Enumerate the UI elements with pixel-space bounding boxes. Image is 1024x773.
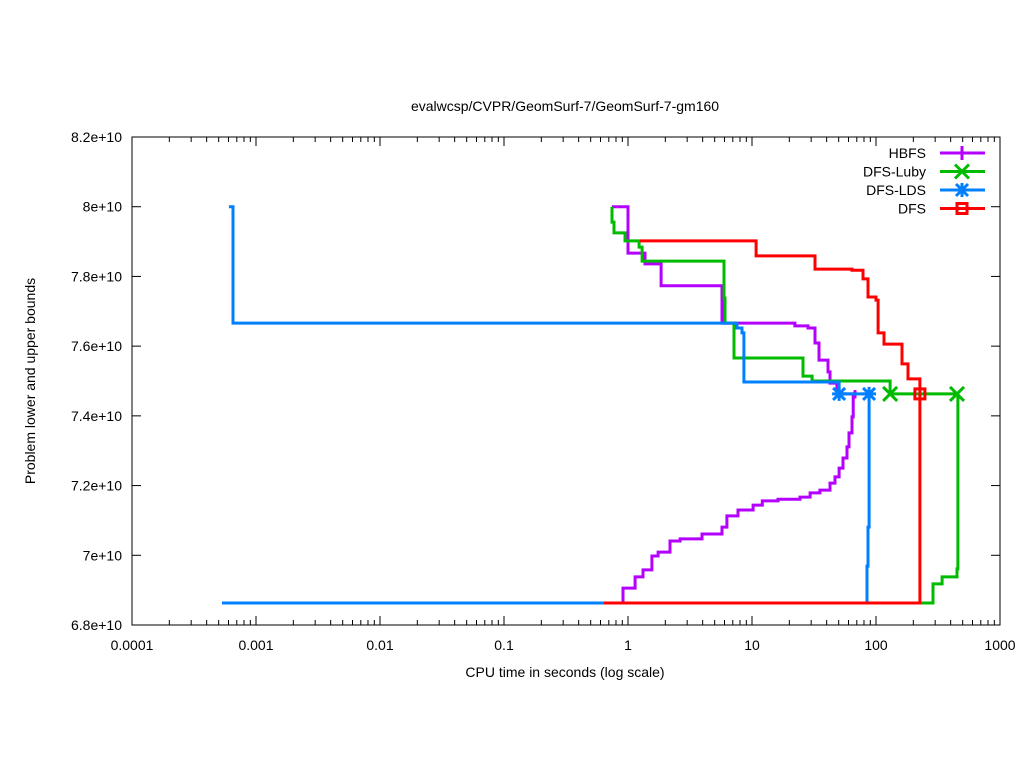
lower-bound-line (222, 393, 871, 605)
star-marker (832, 386, 847, 401)
legend-label: DFS-Luby (863, 164, 926, 180)
y-tick-label: 6.8e+10 (71, 617, 122, 633)
legend-item: HBFS (889, 145, 985, 161)
x-tick-label: 1 (624, 637, 632, 653)
legend-item: DFS (898, 201, 985, 217)
x-tick-label: 10 (744, 637, 760, 653)
y-tick-labels: 6.8e+10 7e+10 7.2e+10 7.4e+10 7.6e+10 7.8e+10… (71, 129, 122, 633)
cross-marker (948, 385, 966, 402)
upper-bound-line (640, 239, 922, 394)
x-tick-label: 0.1 (494, 637, 514, 653)
upper-bound-line (610, 206, 957, 396)
cross-icon (953, 163, 971, 180)
x-tick-label: 100 (864, 637, 888, 653)
plus-icon (955, 146, 969, 160)
chart-title: evalwcsp/CVPR/GeomSurf-7/GeomSurf-7-gm16… (411, 98, 719, 114)
y-tick-label: 7.4e+10 (71, 408, 122, 424)
legend-item: DFS-LDS (866, 182, 985, 198)
legend-label: HBFS (889, 145, 926, 161)
upper-bound-line (612, 205, 855, 396)
cross-marker (882, 385, 899, 402)
x-tick-label: 0.01 (366, 637, 393, 653)
lower-bound-line (604, 393, 922, 605)
x-tick-label: 0.001 (238, 637, 273, 653)
upper-bound-line (228, 205, 870, 396)
lower-bound-line (919, 393, 960, 605)
square-icon (955, 202, 969, 215)
square-marker (913, 387, 927, 401)
lower-bound-line (621, 390, 857, 603)
x-tick-labels: 0.0001 0.001 0.01 0.1 1 10 100 1000 (111, 637, 1016, 653)
y-tick-label: 7.6e+10 (71, 338, 122, 354)
star-marker (861, 386, 877, 401)
legend-item: DFS-Luby (863, 163, 985, 180)
y-tick-label: 8.2e+10 (71, 129, 122, 145)
y-tick-label: 7.8e+10 (71, 268, 122, 284)
series-dfs-luby (610, 206, 966, 605)
x-tick-label: 0.0001 (111, 637, 154, 653)
series-hbfs (612, 205, 857, 603)
y-tick-label: 7e+10 (83, 547, 123, 563)
y-tick-label: 7.2e+10 (71, 478, 122, 494)
series-layer (222, 205, 966, 605)
plot-frame (131, 136, 1001, 626)
x-tick-label: 1000 (984, 637, 1015, 653)
x-axis-label: CPU time in seconds (log scale) (465, 664, 664, 680)
series-dfs-lds (222, 205, 877, 605)
y-tick-label: 8e+10 (83, 199, 123, 215)
legend-label: DFS (898, 201, 926, 217)
series-dfs (604, 239, 927, 605)
y-axis-label: Problem lower and upper bounds (22, 278, 38, 484)
star-icon (954, 182, 970, 198)
legend-label: DFS-LDS (866, 182, 926, 198)
legend: HBFS DFS-Luby DFS-LDS DFS (863, 145, 985, 217)
